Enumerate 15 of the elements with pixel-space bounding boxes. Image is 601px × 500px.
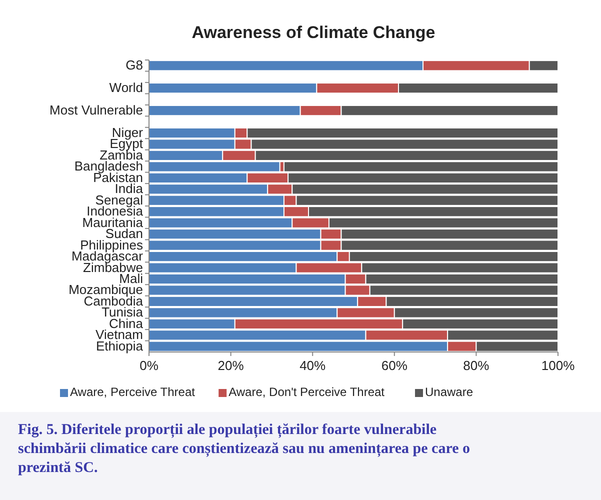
legend-label: Aware, Don't Perceive Threat [228,385,386,399]
x-tick-label: 60% [381,358,408,373]
x-tick-label: 80% [463,358,490,373]
x-tick-label: 0% [140,358,159,373]
caption: Fig. 5. Diferitele proporții ale populației țărilor foarte vulnerabile schimbării climatice care conștientizează sau nu amenințarea pe care o prezintă SC. [18,422,470,476]
y-tick-label: World [109,80,143,96]
y-tick-label: Most Vulnerable [50,102,143,118]
legend-label: Aware, Perceive Threat [70,385,196,399]
text: Unaware [425,385,474,399]
y-tick-label: Mali [119,271,144,286]
x-tick-label: 100% [541,358,576,373]
chart-title: Awareness of Climate Change [192,23,436,42]
x-tick-label: 20% [218,358,244,373]
x-tick-label: 40% [300,358,326,373]
y-tick-label: G8 [126,58,143,73]
